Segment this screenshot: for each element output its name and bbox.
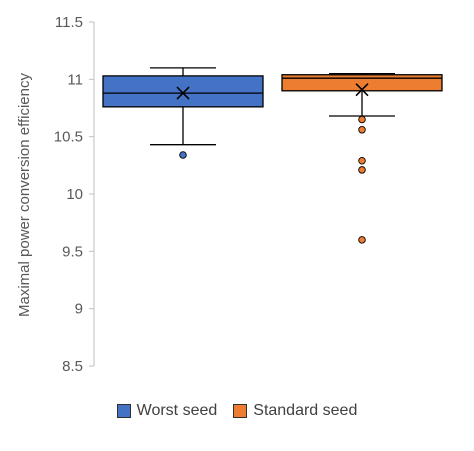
y-tick-label: 9 [75, 301, 83, 318]
legend-item-standard-seed: Standard seed [233, 402, 357, 420]
outlier-point [179, 151, 187, 159]
legend-label-worst-seed: Worst seed [136, 402, 218, 419]
legend: Worst seed Standard seed [0, 402, 474, 420]
y-tick-label: 9.5 [62, 243, 83, 260]
y-tick-label: 8.5 [62, 358, 83, 375]
outlier-point [358, 126, 366, 134]
y-axis-ticks: 8.5 9 9.5 10 10.5 11 11.5 [54, 14, 94, 375]
outlier-point [358, 156, 366, 165]
outlier-point [358, 166, 366, 174]
y-tick-label: 10 [66, 186, 83, 203]
box-iqr [102, 75, 264, 108]
box-series [102, 67, 443, 244]
box-worst-seed [102, 67, 264, 159]
mean-marker [355, 83, 369, 97]
legend-swatch-standard-seed [233, 404, 248, 418]
legend-item-worst-seed: Worst seed [116, 402, 218, 420]
y-tick-label: 11 [67, 71, 83, 88]
legend-swatch-worst-seed [116, 404, 131, 418]
y-axis-title: Maximal power conversion efficiency [16, 73, 33, 317]
box-iqr [281, 74, 443, 92]
y-tick-label: 10.5 [54, 129, 83, 146]
outlier-point [358, 236, 366, 244]
y-tick-label: 11.5 [55, 14, 83, 31]
box-standard-seed [281, 72, 443, 244]
mean-marker [176, 86, 190, 100]
outlier-point [358, 115, 366, 124]
legend-label-standard-seed: Standard seed [253, 402, 358, 419]
